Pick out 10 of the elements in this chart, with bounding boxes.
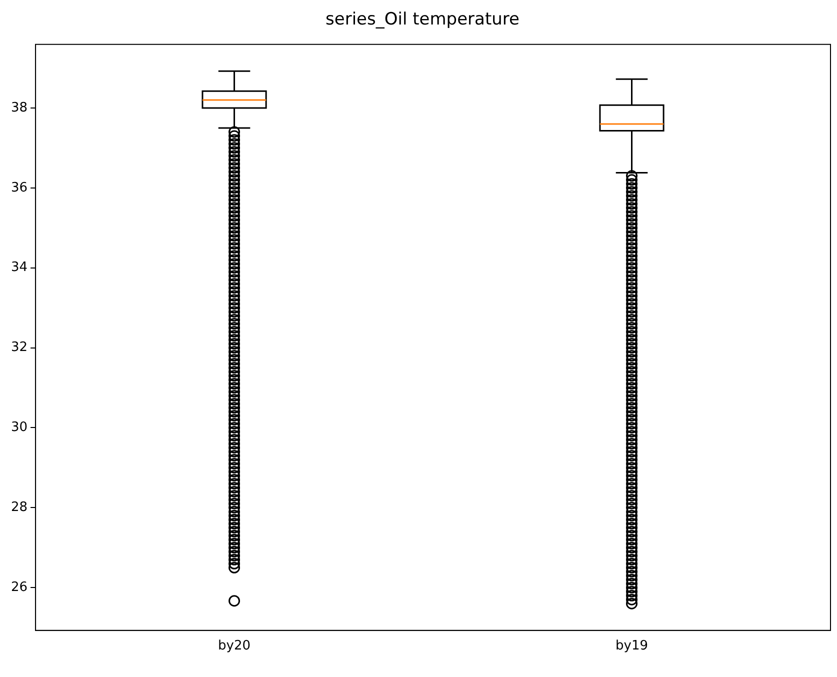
chart-title: series_Oil temperature	[326, 10, 520, 30]
y-tick-label: 26	[10, 580, 28, 596]
y-tick-label: 32	[10, 340, 28, 356]
x-tick-label: by19	[616, 638, 648, 654]
y-tick-label: 28	[10, 500, 28, 516]
y-tick-label: 34	[10, 260, 28, 276]
y-tick-label: 36	[10, 180, 28, 196]
y-tick-label: 30	[10, 420, 28, 436]
y-tick-label: 38	[10, 100, 28, 116]
x-tick-label: by20	[218, 638, 251, 654]
